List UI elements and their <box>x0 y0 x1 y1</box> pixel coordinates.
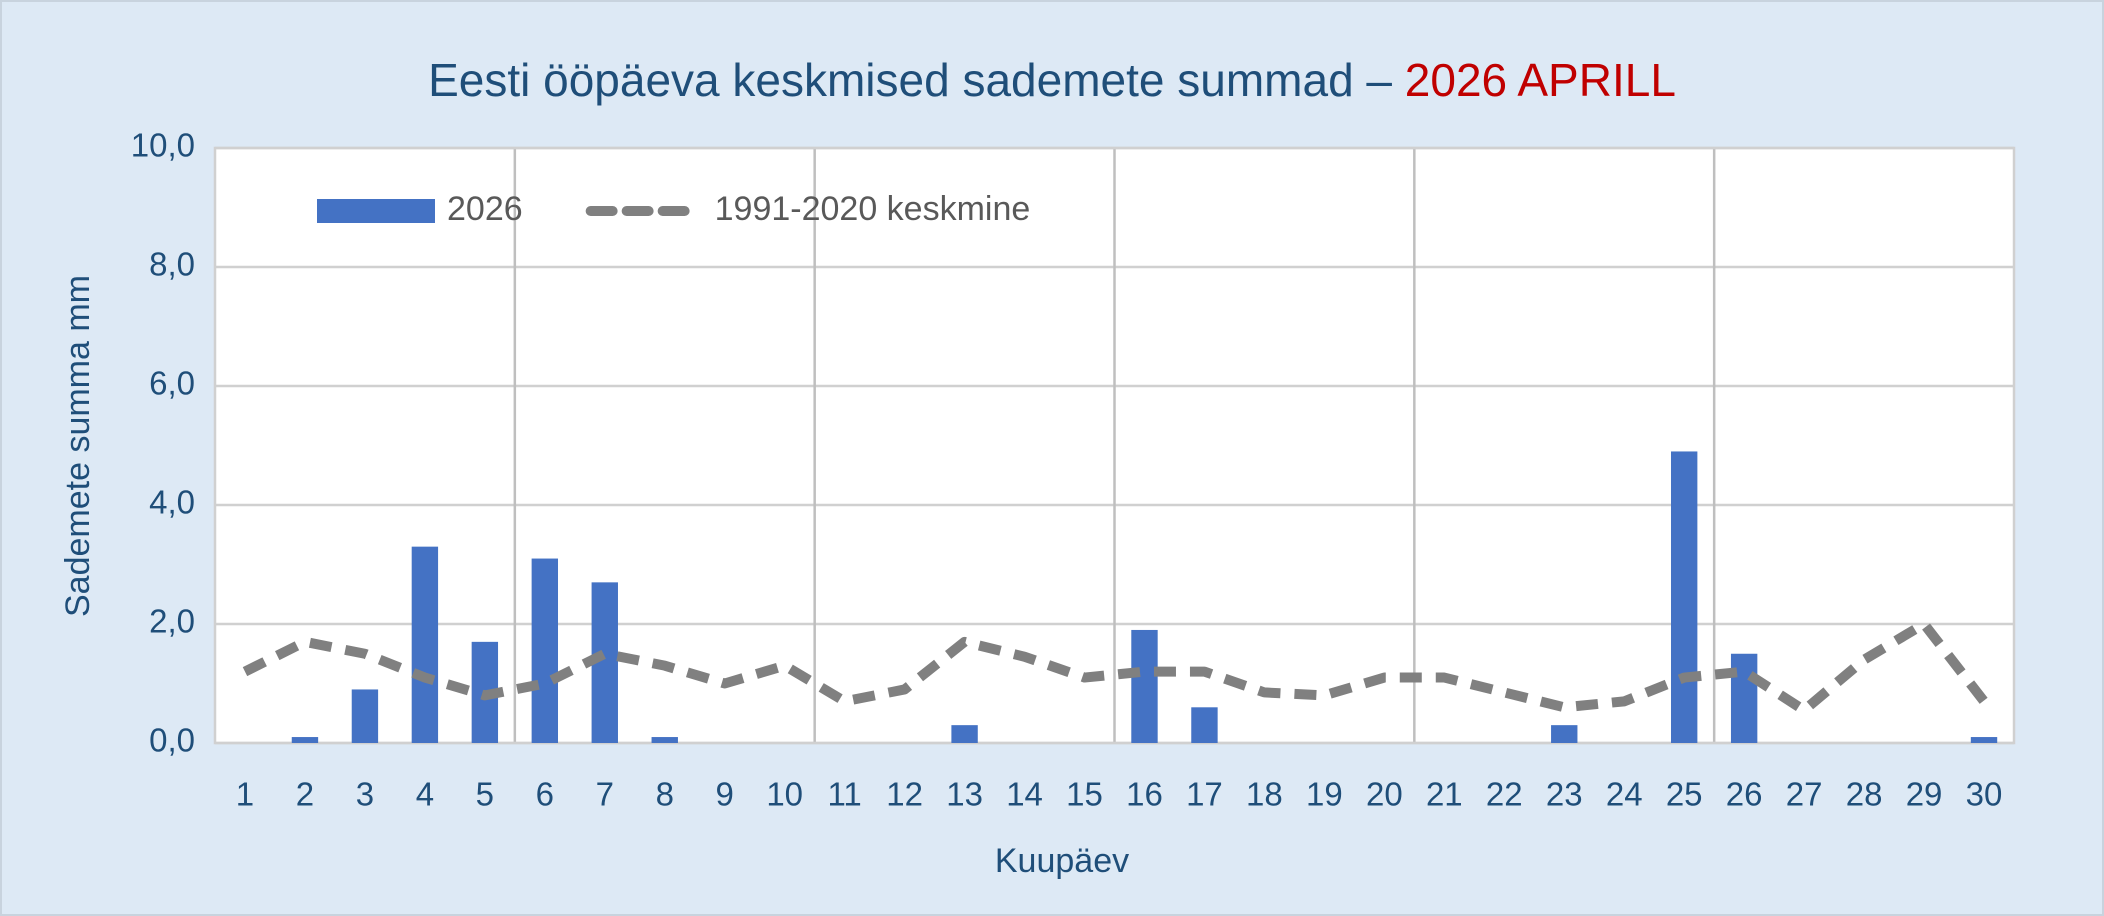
x-tick-label: 26 <box>1726 776 1763 813</box>
y-tick-label: 6,0 <box>149 365 195 402</box>
y-tick-label: 10,0 <box>131 127 195 164</box>
x-tick-label: 15 <box>1066 776 1103 813</box>
bar <box>351 689 379 743</box>
x-axis-title: Kuupäev <box>995 842 1129 880</box>
y-tick-label: 2,0 <box>149 603 195 640</box>
bar <box>1131 629 1158 743</box>
y-tick-label: 8,0 <box>149 246 195 283</box>
legend-label: 2026 <box>447 190 523 228</box>
x-tick-label: 14 <box>1006 776 1043 813</box>
x-tick-label: 18 <box>1246 776 1283 813</box>
x-tick-label: 9 <box>716 776 734 813</box>
y-axis-title: Sademete summa mm <box>59 275 97 617</box>
bar <box>1191 707 1218 743</box>
x-tick-label: 13 <box>946 776 983 813</box>
line <box>242 619 1988 716</box>
bar <box>651 737 678 743</box>
x-tick-label: 10 <box>766 776 803 813</box>
x-tick-label: 6 <box>536 776 554 813</box>
x-tick-label: 23 <box>1546 776 1583 813</box>
x-tick-label: 16 <box>1126 776 1163 813</box>
x-tick-label: 21 <box>1426 776 1463 813</box>
legend-swatch <box>317 199 435 223</box>
x-tick-label: 8 <box>656 776 674 813</box>
title-highlight: 2026 APRILL <box>1405 54 1676 106</box>
bar <box>951 725 978 743</box>
x-tick-label: 22 <box>1486 776 1523 813</box>
x-tick-label: 20 <box>1366 776 1403 813</box>
bar <box>1730 653 1758 743</box>
x-tick-label: 24 <box>1606 776 1643 813</box>
legend-label: 1991-2020 keskmine <box>715 190 1031 228</box>
x-tick-label: 12 <box>886 776 923 813</box>
plot-border <box>213 146 2016 745</box>
bar <box>411 546 439 743</box>
bar <box>531 558 559 743</box>
x-tick-label: 17 <box>1186 776 1223 813</box>
x-tick-label: 19 <box>1306 776 1343 813</box>
bar <box>1670 451 1698 743</box>
x-tick-label: 25 <box>1666 776 1703 813</box>
x-tick-label: 7 <box>596 776 614 813</box>
y-tick-label: 4,0 <box>149 484 195 521</box>
x-tick-label: 5 <box>476 776 494 813</box>
x-tick-label: 29 <box>1906 776 1943 813</box>
x-tick-label: 11 <box>828 776 862 813</box>
x-tick-label: 30 <box>1966 776 2003 813</box>
x-tick-label: 3 <box>356 776 374 813</box>
bar <box>291 737 319 743</box>
x-tick-label: 28 <box>1846 776 1883 813</box>
title-main: Eesti ööpäeva keskmised sademete summad … <box>428 54 1392 106</box>
bar <box>1970 737 1998 743</box>
x-tick-label: 2 <box>296 776 314 813</box>
x-tick-label: 1 <box>236 776 254 813</box>
x-tick-label: 4 <box>416 776 434 813</box>
bar <box>1551 725 1578 743</box>
y-tick-label: 0,0 <box>149 722 195 759</box>
chart-title: Eesti ööpäeva keskmised sademete summad … <box>428 54 1676 106</box>
x-tick-label: 27 <box>1786 776 1823 813</box>
